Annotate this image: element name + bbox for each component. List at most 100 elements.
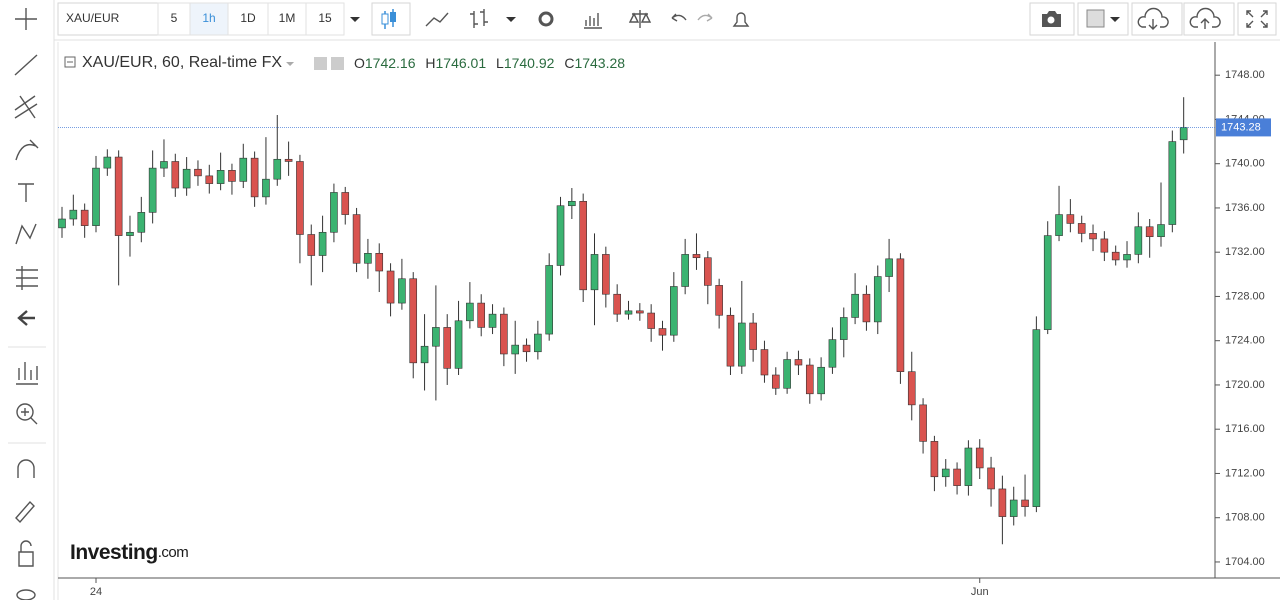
interval-button[interactable] [267,2,307,36]
trend-line-tool[interactable] [14,54,38,76]
candle-body [1123,254,1131,261]
bar-type-button[interactable] [470,9,488,28]
candle-body [828,339,837,368]
candle-body [704,257,712,286]
legend-title: XAU/EUR, 60, Real-time FX [82,54,282,71]
legend-dropdown[interactable] [286,62,295,66]
indicator-tool[interactable] [16,362,38,385]
load-button[interactable] [1131,2,1183,36]
candle-body [262,178,270,198]
symbol-box[interactable] [57,2,159,36]
legend-settings[interactable] [314,57,327,70]
candle-body [658,328,667,336]
line-type-button[interactable] [425,12,449,27]
candle-body [975,447,984,469]
fullscreen-icon [1246,10,1268,28]
undo-button[interactable] [671,13,687,22]
interval-button[interactable] [305,2,345,36]
chart-type-dropdown[interactable] [506,17,516,22]
candle-body [205,175,214,184]
indicators-button[interactable] [584,13,602,29]
candle-body [998,488,1007,517]
brush-tool[interactable] [15,139,39,161]
candle-body [1021,499,1029,507]
y-tick-label: 1708.00 [1225,512,1265,524]
fib-tool[interactable] [14,95,38,119]
interval-dropdown[interactable] [350,17,360,22]
candle-body [148,167,157,213]
candle-body [137,212,146,233]
candle-body [182,168,191,189]
fullscreen-button[interactable] [1237,2,1277,36]
candle-body [511,344,520,355]
candle-body [1055,214,1063,236]
watermark-suffix: .com [158,544,189,561]
candle-body [1145,226,1154,238]
candle-body [488,313,497,328]
interval-button[interactable] [157,2,191,36]
y-tick-label: 1720.00 [1225,379,1265,391]
cloud-upload-icon [1189,7,1221,29]
visibility-tool[interactable] [16,589,36,600]
candle-body [670,286,678,336]
candle-body [885,258,893,277]
alert-button[interactable] [732,12,750,27]
candle-body [1066,214,1075,224]
candle-body [296,161,304,235]
candle-body [839,317,848,340]
candle-body [1100,238,1109,253]
candle-body [556,205,565,266]
interval-button[interactable] [189,2,229,36]
lock-tool[interactable] [18,540,34,567]
legend-remove[interactable] [331,57,344,70]
candle-body [318,231,327,256]
candle-body [92,167,100,226]
save-button[interactable] [1183,2,1235,36]
candle-body [987,467,995,490]
candle-body [681,254,689,287]
candle-body [817,366,825,395]
interval-label: 15 [318,11,332,25]
candle-body [364,253,372,264]
candle-body [1157,224,1165,238]
candle-body [1009,499,1018,517]
zoom-tool[interactable] [16,403,34,421]
candle-body [919,404,927,442]
color-swatch [1086,9,1105,28]
y-tick-label: 1716.00 [1225,423,1265,435]
pattern-tool[interactable] [15,223,37,245]
candle-body [715,285,723,316]
candle-body [1134,226,1143,255]
candle-icon-body [390,12,396,22]
measure-tool[interactable] [16,266,38,290]
candle-body [794,359,803,366]
text-tool[interactable] [18,183,34,202]
color-dropdown [1110,17,1120,22]
candle-body [194,168,202,177]
back-arrow[interactable] [17,310,35,326]
candle-body [1032,329,1041,507]
candle-body [636,310,644,314]
lock-draw-tool[interactable] [15,500,35,524]
candle-body [896,258,905,372]
candle-body [420,345,429,364]
candle-body [352,214,361,264]
candle-body [250,157,259,198]
candle-body [80,209,89,226]
compare-button[interactable] [628,10,652,28]
candle-body [590,254,599,291]
redo-button[interactable] [697,13,713,22]
candle-body [613,293,621,315]
candle-body [330,192,338,233]
interval-button[interactable] [227,2,269,36]
interval-label: 1D [240,11,256,25]
magnet-tool[interactable] [17,459,35,478]
candle-body [386,270,395,304]
crosshair-tool[interactable] [15,8,37,30]
candle-body [216,170,225,184]
candle-body [1111,251,1120,261]
candle-body [114,156,123,236]
settings-button[interactable] [538,11,554,27]
ohlc-value: 1743.28 [574,55,625,71]
